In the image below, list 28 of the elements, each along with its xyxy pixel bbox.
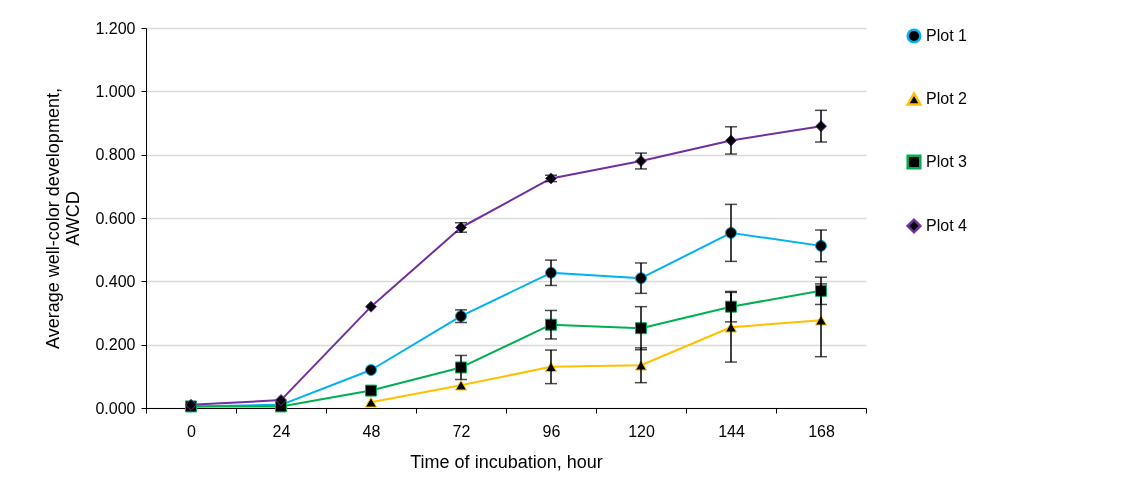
legend-label: Plot 2 [926, 90, 968, 107]
y-tick-label: 0.200 [95, 336, 136, 354]
x-tick-label: 0 [187, 422, 197, 440]
point [365, 384, 377, 397]
legend-label: Plot 3 [926, 153, 968, 170]
x-tick-label: 24 [272, 422, 291, 440]
x-tick-label: 72 [452, 422, 471, 440]
legend-label: Plot 1 [926, 27, 968, 44]
y-tick-label: 1.000 [95, 82, 136, 100]
y-tick-label: 0.600 [95, 209, 136, 227]
y-tick-label: 0.400 [95, 272, 136, 290]
point [365, 300, 377, 313]
point [365, 364, 377, 376]
y-axis-title: Average well-color development, AWCD [43, 88, 84, 349]
x-tick-label: 144 [718, 422, 745, 440]
x-axis-title: Time of incubation, hour [410, 451, 603, 472]
point [275, 394, 287, 407]
y-tick-label: 0.800 [95, 146, 136, 164]
x-tick-label: 120 [628, 422, 655, 440]
x-tick-label: 168 [808, 422, 835, 440]
point [455, 361, 467, 374]
legend-label: Plot 4 [926, 217, 968, 234]
point [455, 379, 467, 391]
y-tick-label: 0.000 [95, 399, 136, 417]
x-tick-label: 96 [542, 422, 561, 440]
y-tick-label: 1.200 [95, 19, 136, 37]
point [365, 397, 377, 408]
x-tick-label: 48 [362, 422, 381, 440]
